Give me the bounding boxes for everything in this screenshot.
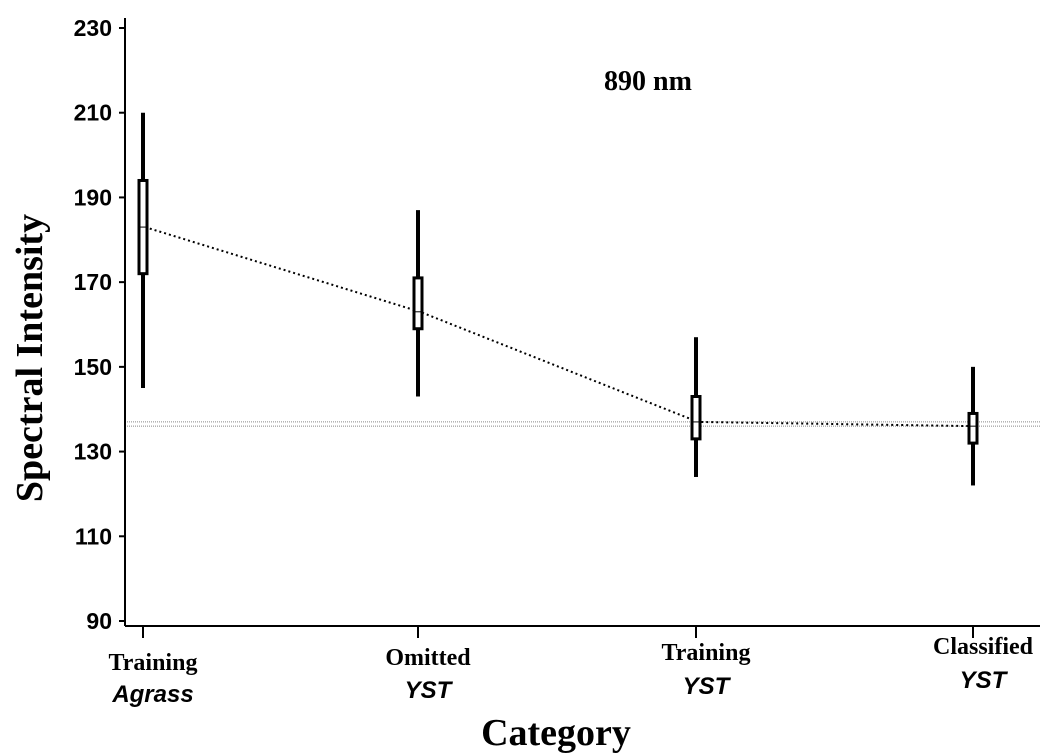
box-plots [137, 112, 979, 486]
x-tick-label-sub: YST [683, 673, 732, 700]
x-tick-label-sub: YST [960, 667, 1009, 694]
chart-annotation: 890 nm [604, 66, 692, 97]
y-tick-label: 190 [74, 184, 112, 210]
x-tick-label: Training [109, 650, 198, 676]
y-tick-label: 150 [74, 354, 112, 380]
x-tick-label: Classified [933, 634, 1034, 660]
box-plot-3 [690, 337, 702, 477]
x-tick-label: Training [662, 640, 751, 666]
y-tick-label: 90 [86, 608, 112, 634]
x-axis-title: Category [481, 712, 631, 754]
reference-lines [125, 421, 1040, 427]
y-tick-label: 170 [74, 269, 112, 295]
box-plot-2 [412, 210, 424, 397]
y-axis-title: Spectral Intensity [9, 214, 51, 502]
x-ticks: Training Agrass Omitted YST Training YST Class… [109, 626, 1034, 708]
y-tick-label: 210 [74, 100, 112, 126]
box [412, 276, 424, 331]
y-ticks: 90 110 130 150 170 190 210 230 [74, 15, 125, 634]
y-tick-label: 230 [74, 15, 112, 41]
x-tick-label-sub: Agrass [111, 681, 193, 708]
y-tick-label: 110 [75, 523, 112, 549]
median-trend-line [144, 226, 976, 428]
trend-line-layer [144, 226, 976, 428]
y-tick-label: 130 [74, 439, 112, 465]
box-plot-4 [967, 366, 979, 486]
box [690, 395, 702, 441]
x-tick-label: Omitted [385, 645, 471, 671]
box-plot-1 [137, 112, 149, 389]
box [967, 411, 979, 445]
x-tick-label-sub: YST [405, 677, 454, 704]
